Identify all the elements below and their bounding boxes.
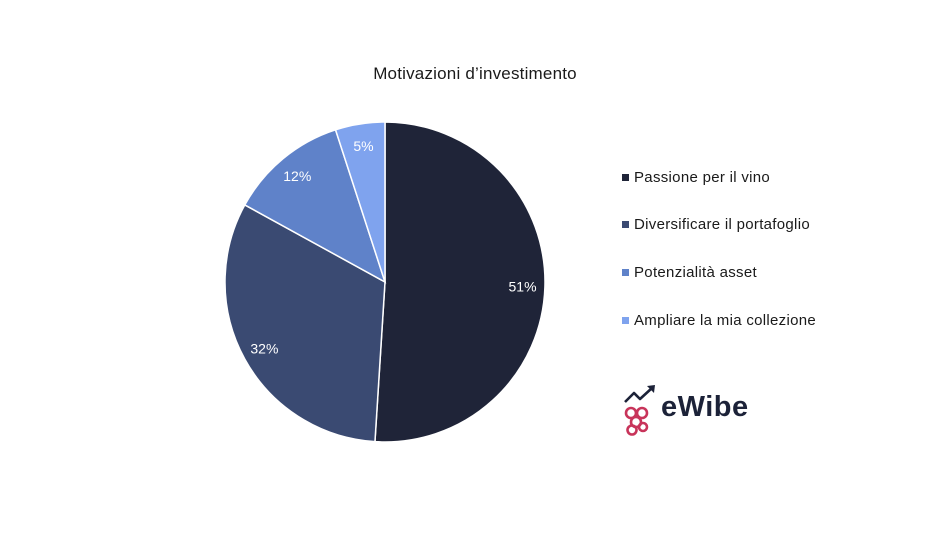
logo-text: eWibe [661,391,749,423]
legend-label-ampliare: Ampliare la mia collezione [634,312,817,329]
pie-slice-diversificare [224,203,386,443]
legend-item-diversificare: Diversificare il portafoglio [622,216,822,234]
pie-label-ampliare: 5% [353,138,373,154]
legend-item-ampliare: Ampliare la mia collezione [622,312,822,330]
legend-label-passione: Passione per il vino [634,169,771,186]
pie-label-passione: 51% [509,278,537,294]
pie-slice-ampliare [334,121,386,283]
pie-slice-passione [374,121,546,443]
legend-label-diversificare: Diversificare il portafoglio [634,216,810,233]
grape-chart-icon [624,385,655,436]
pie-label-potenzialita: 12% [283,168,311,184]
legend-swatch-ampliare [622,317,629,324]
pie-slice-potenzialita [243,128,387,284]
legend-label-potenzialita: Potenzialità asset [634,264,757,281]
legend-swatch-potenzialita [622,269,629,276]
legend-item-potenzialita: Potenzialità asset [622,264,822,282]
legend-swatch-passione [622,174,629,181]
legend-item-passione: Passione per il vino [622,169,822,187]
pie-label-diversificare: 32% [250,340,278,356]
ewibe-logo: eWibe [622,384,782,440]
chart-title: Motivazioni d’investimento [373,64,577,83]
legend-swatch-diversificare [622,221,629,228]
